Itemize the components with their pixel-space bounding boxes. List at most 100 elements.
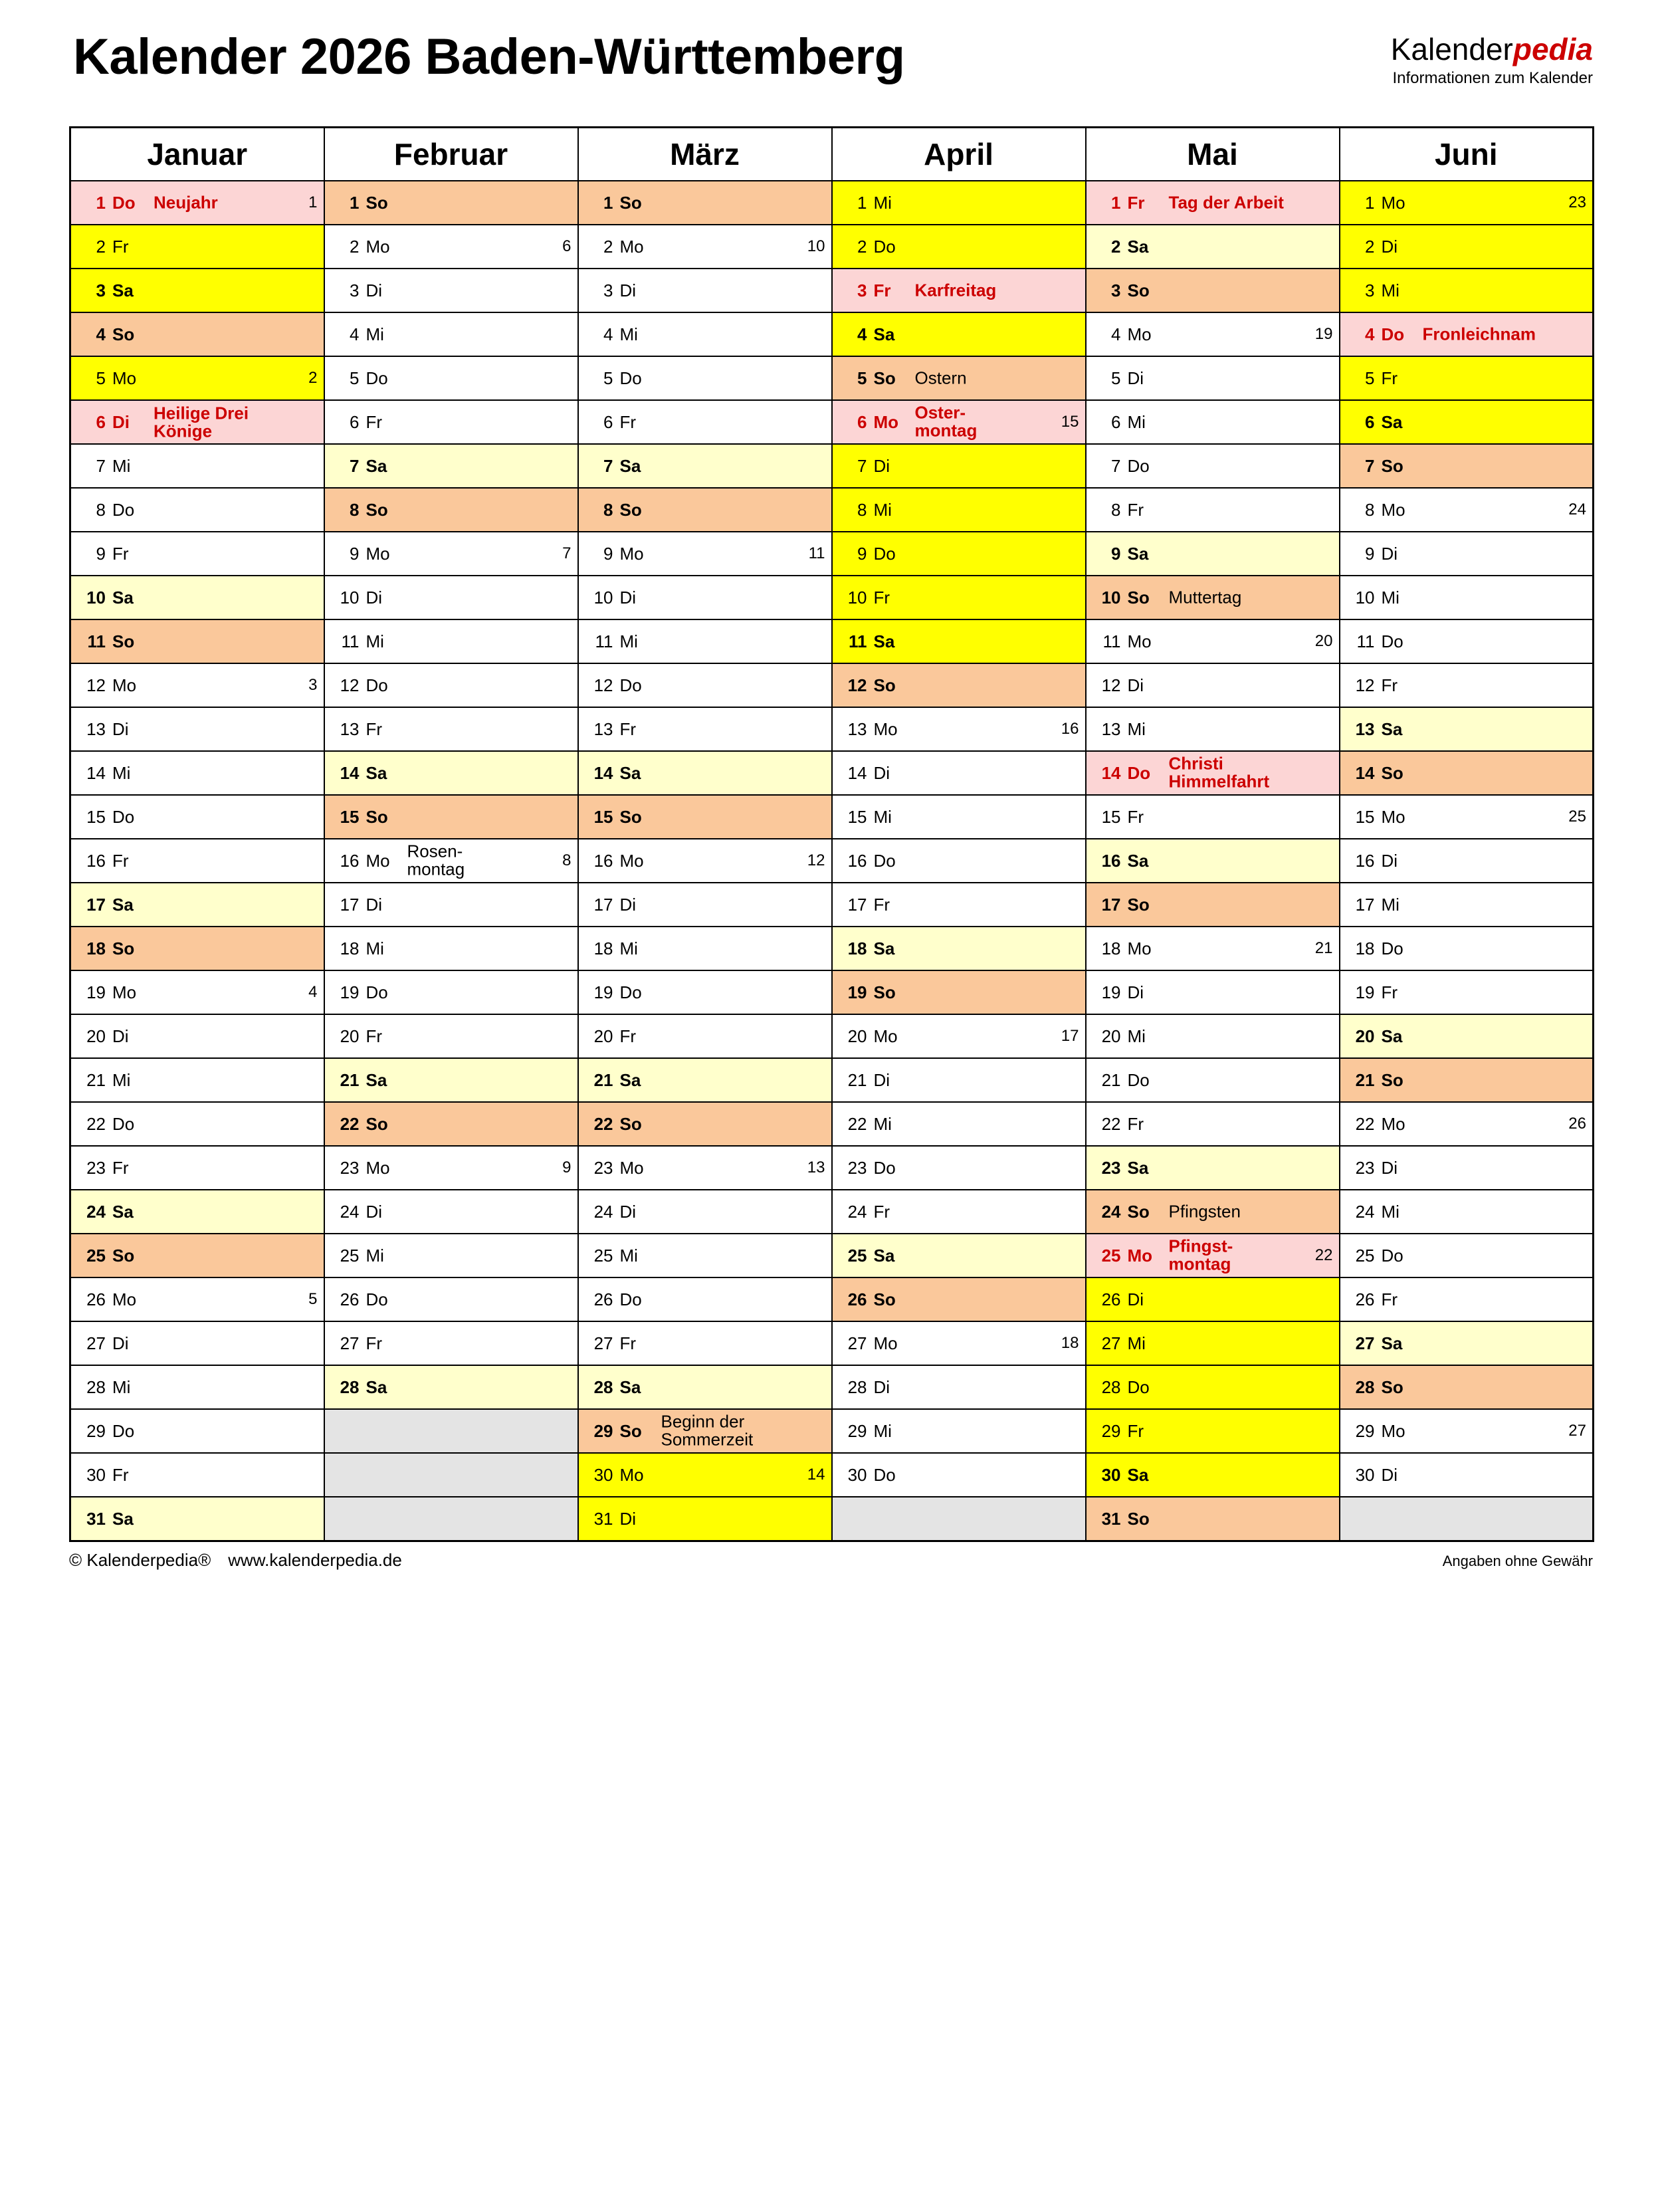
day-cell-januar-27[interactable]: 27 Di	[69, 1321, 325, 1366]
day-cell-mai-4[interactable]: 4 Mo 19	[1085, 312, 1340, 357]
day-cell-maerz-30[interactable]: 30 Mo 14	[577, 1452, 833, 1497]
day-cell-juni-29[interactable]: 29 Mo 27	[1338, 1408, 1594, 1454]
day-cell-juni-10[interactable]: 10 Mi	[1338, 575, 1594, 620]
day-cell-april-20[interactable]: 20 Mo 17	[831, 1014, 1087, 1059]
day-cell-februar-24[interactable]: 24 Di	[323, 1189, 579, 1234]
day-cell-maerz-19[interactable]: 19 Do	[577, 970, 833, 1015]
day-cell-mai-31[interactable]: 31 So	[1085, 1496, 1340, 1542]
day-cell-juni-25[interactable]: 25 Do	[1338, 1233, 1594, 1278]
day-cell-januar-28[interactable]: 28 Mi	[69, 1365, 325, 1410]
day-cell-juni-17[interactable]: 17 Mi	[1338, 882, 1594, 927]
day-cell-maerz-23[interactable]: 23 Mo 13	[577, 1145, 833, 1190]
day-cell-maerz-12[interactable]: 12 Do	[577, 663, 833, 708]
day-cell-mai-16[interactable]: 16 Sa	[1085, 838, 1340, 883]
day-cell-januar-7[interactable]: 7 Mi	[69, 443, 325, 489]
day-cell-maerz-9[interactable]: 9 Mo 11	[577, 531, 833, 576]
day-cell-februar-28[interactable]: 28 Sa	[323, 1365, 579, 1410]
day-cell-februar-27[interactable]: 27 Fr	[323, 1321, 579, 1366]
day-cell-januar-14[interactable]: 14 Mi	[69, 750, 325, 796]
day-cell-april-28[interactable]: 28 Di	[831, 1365, 1087, 1410]
day-cell-juni-8[interactable]: 8 Mo 24	[1338, 487, 1594, 532]
day-cell-april-14[interactable]: 14 Di	[831, 750, 1087, 796]
day-cell-maerz-21[interactable]: 21 Sa	[577, 1057, 833, 1103]
day-cell-maerz-4[interactable]: 4 Mi	[577, 312, 833, 357]
day-cell-januar-24[interactable]: 24 Sa	[69, 1189, 325, 1234]
day-cell-februar-13[interactable]: 13 Fr	[323, 707, 579, 752]
day-cell-mai-25[interactable]: 25 Mo Pfingst-montag 22	[1085, 1233, 1340, 1278]
day-cell-januar-11[interactable]: 11 So	[69, 619, 325, 664]
day-cell-april-23[interactable]: 23 Do	[831, 1145, 1087, 1190]
day-cell-april-5[interactable]: 5 So Ostern	[831, 356, 1087, 401]
day-cell-maerz-8[interactable]: 8 So	[577, 487, 833, 532]
day-cell-mai-30[interactable]: 30 Sa	[1085, 1452, 1340, 1497]
day-cell-januar-10[interactable]: 10 Sa	[69, 575, 325, 620]
day-cell-april-18[interactable]: 18 Sa	[831, 926, 1087, 971]
day-cell-maerz-20[interactable]: 20 Fr	[577, 1014, 833, 1059]
day-cell-april-6[interactable]: 6 Mo Oster-montag 15	[831, 399, 1087, 445]
day-cell-juni-23[interactable]: 23 Di	[1338, 1145, 1594, 1190]
day-cell-mai-6[interactable]: 6 Mi	[1085, 399, 1340, 445]
day-cell-april-10[interactable]: 10 Fr	[831, 575, 1087, 620]
day-cell-juni-26[interactable]: 26 Fr	[1338, 1277, 1594, 1322]
day-cell-februar-3[interactable]: 3 Di	[323, 268, 579, 313]
day-cell-januar-6[interactable]: 6 Di Heilige Drei Könige	[69, 399, 325, 445]
day-cell-maerz-16[interactable]: 16 Mo 12	[577, 838, 833, 883]
day-cell-mai-20[interactable]: 20 Mi	[1085, 1014, 1340, 1059]
day-cell-mai-3[interactable]: 3 So	[1085, 268, 1340, 313]
day-cell-januar-20[interactable]: 20 Di	[69, 1014, 325, 1059]
day-cell-februar-6[interactable]: 6 Fr	[323, 399, 579, 445]
day-cell-februar-1[interactable]: 1 So	[323, 180, 579, 225]
day-cell-mai-21[interactable]: 21 Do	[1085, 1057, 1340, 1103]
day-cell-februar-23[interactable]: 23 Mo 9	[323, 1145, 579, 1190]
day-cell-mai-28[interactable]: 28 Do	[1085, 1365, 1340, 1410]
day-cell-mai-14[interactable]: 14 Do Christi Himmelfahrt	[1085, 750, 1340, 796]
day-cell-mai-1[interactable]: 1 Fr Tag der Arbeit	[1085, 180, 1340, 225]
day-cell-juni-27[interactable]: 27 Sa	[1338, 1321, 1594, 1366]
day-cell-februar-20[interactable]: 20 Fr	[323, 1014, 579, 1059]
day-cell-januar-8[interactable]: 8 Do	[69, 487, 325, 532]
day-cell-februar-8[interactable]: 8 So	[323, 487, 579, 532]
day-cell-januar-19[interactable]: 19 Mo 4	[69, 970, 325, 1015]
day-cell-april-9[interactable]: 9 Do	[831, 531, 1087, 576]
day-cell-april-15[interactable]: 15 Mi	[831, 794, 1087, 839]
day-cell-juni-3[interactable]: 3 Mi	[1338, 268, 1594, 313]
day-cell-juni-1[interactable]: 1 Mo 23	[1338, 180, 1594, 225]
day-cell-mai-15[interactable]: 15 Fr	[1085, 794, 1340, 839]
day-cell-maerz-29[interactable]: 29 So Beginn der Sommerzeit	[577, 1408, 833, 1454]
day-cell-februar-26[interactable]: 26 Do	[323, 1277, 579, 1322]
day-cell-maerz-13[interactable]: 13 Fr	[577, 707, 833, 752]
day-cell-februar-15[interactable]: 15 So	[323, 794, 579, 839]
day-cell-januar-13[interactable]: 13 Di	[69, 707, 325, 752]
day-cell-januar-18[interactable]: 18 So	[69, 926, 325, 971]
day-cell-februar-18[interactable]: 18 Mi	[323, 926, 579, 971]
day-cell-februar-17[interactable]: 17 Di	[323, 882, 579, 927]
day-cell-juni-24[interactable]: 24 Mi	[1338, 1189, 1594, 1234]
day-cell-januar-31[interactable]: 31 Sa	[69, 1496, 325, 1542]
day-cell-maerz-1[interactable]: 1 So	[577, 180, 833, 225]
day-cell-januar-21[interactable]: 21 Mi	[69, 1057, 325, 1103]
day-cell-januar-4[interactable]: 4 So	[69, 312, 325, 357]
day-cell-maerz-2[interactable]: 2 Mo 10	[577, 224, 833, 269]
day-cell-mai-12[interactable]: 12 Di	[1085, 663, 1340, 708]
day-cell-januar-1[interactable]: 1 Do Neujahr 1	[69, 180, 325, 225]
day-cell-maerz-5[interactable]: 5 Do	[577, 356, 833, 401]
day-cell-mai-19[interactable]: 19 Di	[1085, 970, 1340, 1015]
day-cell-april-27[interactable]: 27 Mo 18	[831, 1321, 1087, 1366]
day-cell-april-7[interactable]: 7 Di	[831, 443, 1087, 489]
day-cell-mai-5[interactable]: 5 Di	[1085, 356, 1340, 401]
day-cell-mai-17[interactable]: 17 So	[1085, 882, 1340, 927]
day-cell-april-12[interactable]: 12 So	[831, 663, 1087, 708]
day-cell-februar-21[interactable]: 21 Sa	[323, 1057, 579, 1103]
day-cell-april-13[interactable]: 13 Mo 16	[831, 707, 1087, 752]
day-cell-mai-13[interactable]: 13 Mi	[1085, 707, 1340, 752]
day-cell-juni-22[interactable]: 22 Mo 26	[1338, 1101, 1594, 1147]
day-cell-mai-8[interactable]: 8 Fr	[1085, 487, 1340, 532]
day-cell-februar-19[interactable]: 19 Do	[323, 970, 579, 1015]
day-cell-januar-23[interactable]: 23 Fr	[69, 1145, 325, 1190]
day-cell-maerz-17[interactable]: 17 Di	[577, 882, 833, 927]
day-cell-februar-16[interactable]: 16 Mo Rosen-montag 8	[323, 838, 579, 883]
day-cell-februar-22[interactable]: 22 So	[323, 1101, 579, 1147]
day-cell-mai-9[interactable]: 9 Sa	[1085, 531, 1340, 576]
day-cell-juni-30[interactable]: 30 Di	[1338, 1452, 1594, 1497]
day-cell-maerz-11[interactable]: 11 Mi	[577, 619, 833, 664]
